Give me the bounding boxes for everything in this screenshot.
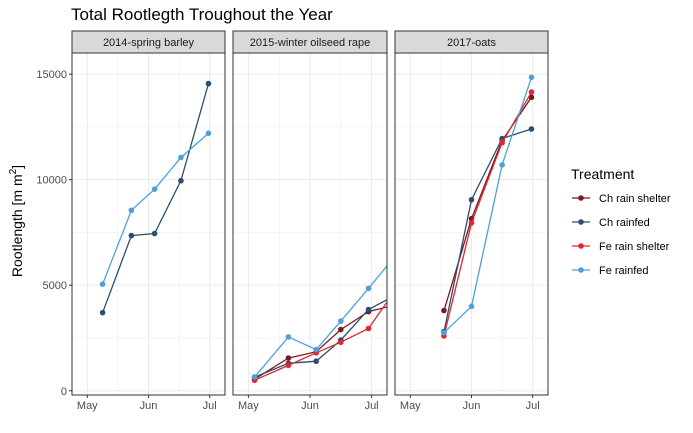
legend-key-point	[578, 267, 584, 273]
data-point-ch-rainfed	[468, 196, 475, 203]
data-point-fe-rain-shelter	[468, 220, 475, 226]
y-tick-label: 10000	[36, 175, 67, 187]
data-point-fe-rain-shelter	[285, 362, 292, 369]
data-point-fe-rainfed	[365, 285, 372, 292]
data-point-ch-rain-shelter	[528, 94, 535, 101]
legend-item-fe-rain-shelter: Fe rain shelter	[572, 241, 670, 253]
data-point-fe-rainfed	[441, 329, 447, 336]
data-point-ch-rain-shelter	[441, 307, 447, 314]
facet-strip	[232, 30, 388, 54]
data-point-fe-rain-shelter	[499, 139, 505, 146]
facet-strip-label: 2017-oats	[447, 37, 496, 49]
data-point-fe-rainfed	[128, 207, 135, 214]
data-point-fe-rain-shelter	[365, 325, 372, 332]
data-point-fe-rainfed	[178, 154, 184, 161]
legend-key-point	[578, 219, 584, 225]
data-point-ch-rainfed	[528, 126, 535, 132]
legend-label: Fe rain shelter	[599, 241, 670, 253]
legend-item-ch-rain-shelter: Ch rain shelter	[572, 193, 671, 205]
x-tick-label: Jul	[365, 400, 379, 412]
legend-item-ch-rainfed: Ch rainfed	[572, 217, 650, 229]
series-layer	[99, 80, 212, 316]
x-tick-label: Jul	[526, 400, 540, 412]
series-line-fe-rain-shelter	[254, 300, 387, 381]
data-point-ch-rainfed	[365, 306, 372, 313]
y-tick-label: 0	[61, 386, 67, 398]
legend-label: Ch rain shelter	[599, 193, 671, 205]
x-tick-label: Jun	[140, 400, 158, 412]
panel-2017-oats: 2017-oats May Jun Jul	[394, 30, 549, 412]
y-tick-label: 15000	[36, 69, 67, 81]
legend-label: Ch rainfed	[599, 217, 650, 229]
series-line-fe-rainfed	[443, 77, 533, 334]
data-point-ch-rainfed	[151, 230, 158, 237]
legend-label: Fe rainfed	[599, 265, 649, 277]
data-point-fe-rainfed	[151, 186, 158, 192]
legend-item-fe-rainfed: Fe rainfed	[572, 265, 649, 277]
y-axis: 0 5000 10000 15000	[36, 69, 72, 398]
data-point-fe-rainfed	[528, 74, 535, 81]
y-axis-title: Rootlength [m m2]	[8, 165, 25, 277]
data-point-ch-rainfed	[178, 177, 184, 184]
data-point-fe-rainfed	[338, 318, 344, 324]
facet-strip	[394, 30, 549, 54]
x-tick-label: Jun	[301, 400, 319, 412]
data-point-fe-rainfed	[285, 334, 292, 340]
data-point-fe-rainfed	[499, 162, 505, 168]
series-line-fe-rainfed	[254, 264, 387, 378]
x-tick-label: May	[400, 400, 421, 412]
facet-strip-label: 2014-spring barley	[103, 37, 195, 49]
data-point-fe-rain-shelter	[528, 89, 535, 95]
x-tick-label: Jul	[203, 400, 217, 412]
facet-strip	[71, 30, 226, 54]
facet-strip-label: 2015-winter oilseed rape	[250, 37, 370, 49]
data-point-ch-rainfed	[128, 232, 135, 239]
data-point-ch-rainfed	[99, 309, 106, 316]
chart-title: Total Rootlegth Troughout the Year	[71, 5, 333, 24]
series-line-ch-rain-shelter	[254, 306, 387, 380]
legend-key-point	[578, 195, 584, 201]
panel-2014-spring-barley: 2014-spring barley May Jun Jul	[71, 30, 226, 412]
x-tick-label: May	[238, 400, 259, 412]
x-tick-label: May	[77, 400, 98, 412]
legend-title: Treatment	[571, 166, 634, 182]
series-layer	[441, 74, 535, 339]
legend-key-point	[578, 243, 584, 249]
series-line-ch-rainfed	[443, 128, 532, 332]
series-line-ch-rainfed	[254, 298, 387, 378]
panel-2015-winter-oilseed-rape: 2015-winter oilseed rape May Jun Jul	[232, 30, 388, 412]
series-line-fe-rain-shelter	[443, 91, 533, 337]
series-layer	[251, 264, 387, 384]
data-point-fe-rainfed	[313, 346, 319, 353]
y-tick-label: 5000	[43, 280, 67, 292]
data-point-ch-rainfed	[205, 80, 212, 87]
data-point-ch-rainfed	[313, 358, 319, 365]
data-point-ch-rain-shelter	[285, 355, 292, 361]
data-point-ch-rain-shelter	[338, 326, 344, 333]
legend: Treatment Ch rain shelter Ch rainfed Fe ra…	[571, 166, 671, 277]
data-point-fe-rain-shelter	[338, 339, 344, 346]
x-tick-label: Jun	[463, 400, 481, 412]
data-point-fe-rainfed	[468, 303, 475, 310]
data-point-fe-rainfed	[205, 130, 212, 137]
data-point-fe-rainfed	[99, 281, 106, 287]
data-point-fe-rainfed	[251, 374, 258, 380]
